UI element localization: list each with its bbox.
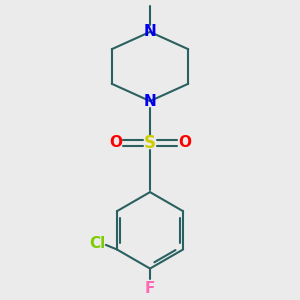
Text: N: N [144,24,156,39]
Text: F: F [145,281,155,296]
Text: O: O [178,136,191,151]
Text: S: S [144,134,156,152]
Text: N: N [144,94,156,109]
Text: Cl: Cl [89,236,106,250]
Text: O: O [109,136,122,151]
